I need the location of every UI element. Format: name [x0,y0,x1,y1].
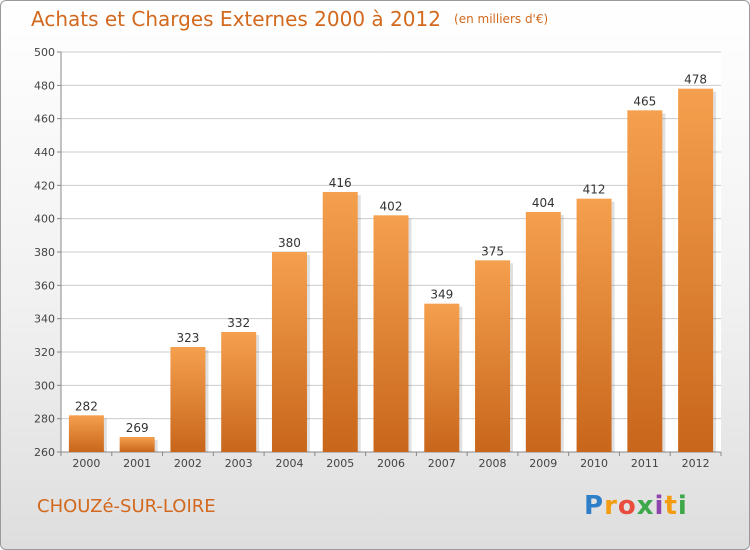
bar [576,198,612,452]
logo-letter: r [604,491,618,521]
x-tick-label: 2006 [377,457,405,470]
y-tick-label: 480 [34,79,55,92]
data-label: 380 [278,236,301,250]
data-label: 332 [227,316,250,330]
y-tick-label: 500 [34,46,55,59]
x-tick-label: 2008 [479,457,507,470]
bar [525,212,561,452]
logo-letter: i [677,491,688,521]
data-label: 465 [633,94,656,108]
data-label: 349 [430,288,453,302]
y-tick-label: 380 [34,246,55,259]
y-tick-label: 260 [34,446,55,459]
x-tick-label: 2003 [225,457,253,470]
x-tick-label: 2012 [682,457,710,470]
data-label: 416 [329,176,352,190]
logo-letter: t [664,491,678,521]
chart-title-text: Achats et Charges Externes 2000 à 2012 [31,7,441,31]
commune-name: CHOUZé-SUR-LOIRE [37,496,216,517]
x-tick-label: 2000 [72,457,100,470]
bar [170,347,206,452]
bar [221,332,257,452]
data-label: 402 [380,199,403,213]
bar [678,88,714,453]
data-label: 375 [481,244,504,258]
proxiti-logo: Proxiti [584,491,688,521]
bar [424,303,460,452]
x-tick-label: 2004 [275,457,303,470]
bar [627,110,663,452]
data-label: 323 [176,331,199,345]
chart-title: Achats et Charges Externes 2000 à 2012 (… [31,7,548,31]
bar [119,437,155,452]
data-label: 478 [684,73,707,87]
x-tick-label: 2009 [529,457,557,470]
bar [271,252,307,452]
bar [68,415,104,452]
data-label: 412 [583,183,606,197]
y-tick-label: 400 [34,213,55,226]
chart-unit: (en milliers d'€) [454,12,549,26]
bar [322,192,358,452]
y-tick-label: 280 [34,413,55,426]
y-tick-label: 440 [34,146,55,159]
y-tick-label: 320 [34,346,55,359]
logo-letter: o [617,491,637,521]
logo-letter: x [636,491,655,521]
data-label: 404 [532,196,555,210]
data-label: 282 [75,399,98,413]
x-tick-label: 2011 [631,457,659,470]
y-tick-label: 300 [34,379,55,392]
logo-letter: P [584,491,605,521]
logo-letter: i [654,491,665,521]
x-tick-label: 2005 [326,457,354,470]
bar [373,215,409,452]
y-tick-label: 420 [34,179,55,192]
x-tick-label: 2007 [428,457,456,470]
x-tick-label: 2001 [123,457,151,470]
x-tick-label: 2002 [174,457,202,470]
x-tick-label: 2010 [580,457,608,470]
data-label: 269 [126,421,149,435]
y-tick-label: 340 [34,313,55,326]
y-tick-label: 460 [34,113,55,126]
bar [475,260,511,452]
y-tick-label: 360 [34,279,55,292]
